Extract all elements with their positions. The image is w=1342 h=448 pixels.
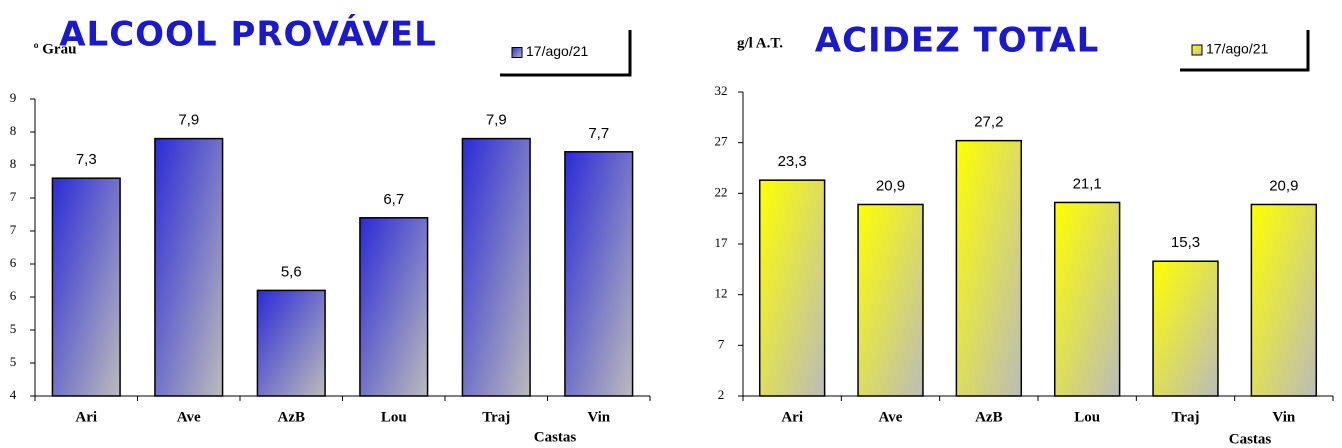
value-label: 7,9 — [486, 112, 507, 129]
y-tick-label: 32 — [715, 83, 728, 98]
y-tick-label: 27 — [715, 134, 729, 149]
x-axis-label: Castas — [1229, 431, 1272, 447]
x-tick-label: Ave — [177, 409, 201, 425]
bar — [359, 217, 429, 397]
bar — [1250, 203, 1318, 397]
y-tick-label: 12 — [715, 286, 728, 301]
value-label: 21,1 — [1073, 175, 1102, 192]
y-axis-label: º Grau — [34, 41, 77, 57]
value-label: 5,6 — [281, 263, 302, 280]
x-tick-label: Traj — [1171, 409, 1199, 425]
legend-swatch — [1191, 44, 1203, 56]
bar — [51, 177, 121, 397]
value-label: 7,9 — [178, 112, 199, 129]
value-label: 20,9 — [876, 177, 905, 194]
bar — [758, 179, 826, 397]
chart-title: ACIDEZ TOTAL — [815, 21, 1099, 61]
x-tick-label: Ave — [879, 409, 903, 425]
x-tick-label: AzB — [278, 409, 306, 425]
legend-label: 17/ago/21 — [526, 43, 588, 59]
y-tick-label: 4 — [10, 387, 17, 402]
y-tick-label: 8 — [10, 123, 17, 138]
x-tick-label: Traj — [482, 409, 510, 425]
x-tick-label: AzB — [975, 409, 1003, 425]
y-tick-label: 5 — [10, 354, 17, 369]
bar — [461, 137, 531, 397]
y-tick-label: 22 — [715, 184, 728, 199]
value-label: 7,3 — [76, 151, 97, 168]
bar — [154, 137, 224, 397]
bar — [256, 289, 326, 397]
value-label: 7,7 — [588, 125, 609, 142]
legend-shadow — [1180, 30, 1310, 72]
x-tick-label: Vin — [587, 409, 610, 425]
value-label: 15,3 — [1171, 234, 1200, 251]
y-tick-label: 6 — [10, 255, 17, 270]
x-tick-label: Ari — [781, 409, 803, 425]
x-tick-label: Ari — [75, 409, 97, 425]
bar — [564, 151, 634, 397]
value-label: 20,9 — [1269, 177, 1298, 194]
x-tick-label: Lou — [381, 409, 407, 425]
value-label: 27,2 — [974, 114, 1003, 131]
y-tick-label: 2 — [718, 387, 725, 402]
y-tick-label: 9 — [10, 90, 17, 105]
chart-title: ALCOOL PROVÁVEL — [59, 14, 437, 55]
y-tick-label: 7 — [10, 222, 17, 237]
y-tick-label: 7 — [718, 336, 725, 351]
x-tick-label: Lou — [1074, 409, 1100, 425]
y-tick-label: 6 — [10, 288, 17, 303]
legend-shadow — [500, 30, 632, 77]
legend-label: 17/ago/21 — [1206, 41, 1268, 57]
value-label: 23,3 — [778, 153, 807, 170]
bar — [955, 139, 1023, 397]
y-tick-label: 5 — [10, 321, 17, 336]
y-tick-label: 7 — [10, 189, 17, 204]
value-label: 6,7 — [383, 191, 404, 208]
bar — [857, 203, 924, 397]
y-tick-label: 8 — [10, 156, 17, 171]
y-tick-label: 17 — [715, 235, 729, 250]
y-axis-label: g/l A.T. — [737, 35, 783, 51]
legend-swatch — [511, 47, 523, 58]
x-tick-label: Vin — [1272, 409, 1295, 425]
bar — [1152, 260, 1219, 397]
x-axis-label: Castas — [534, 429, 577, 445]
bar — [1053, 201, 1121, 397]
